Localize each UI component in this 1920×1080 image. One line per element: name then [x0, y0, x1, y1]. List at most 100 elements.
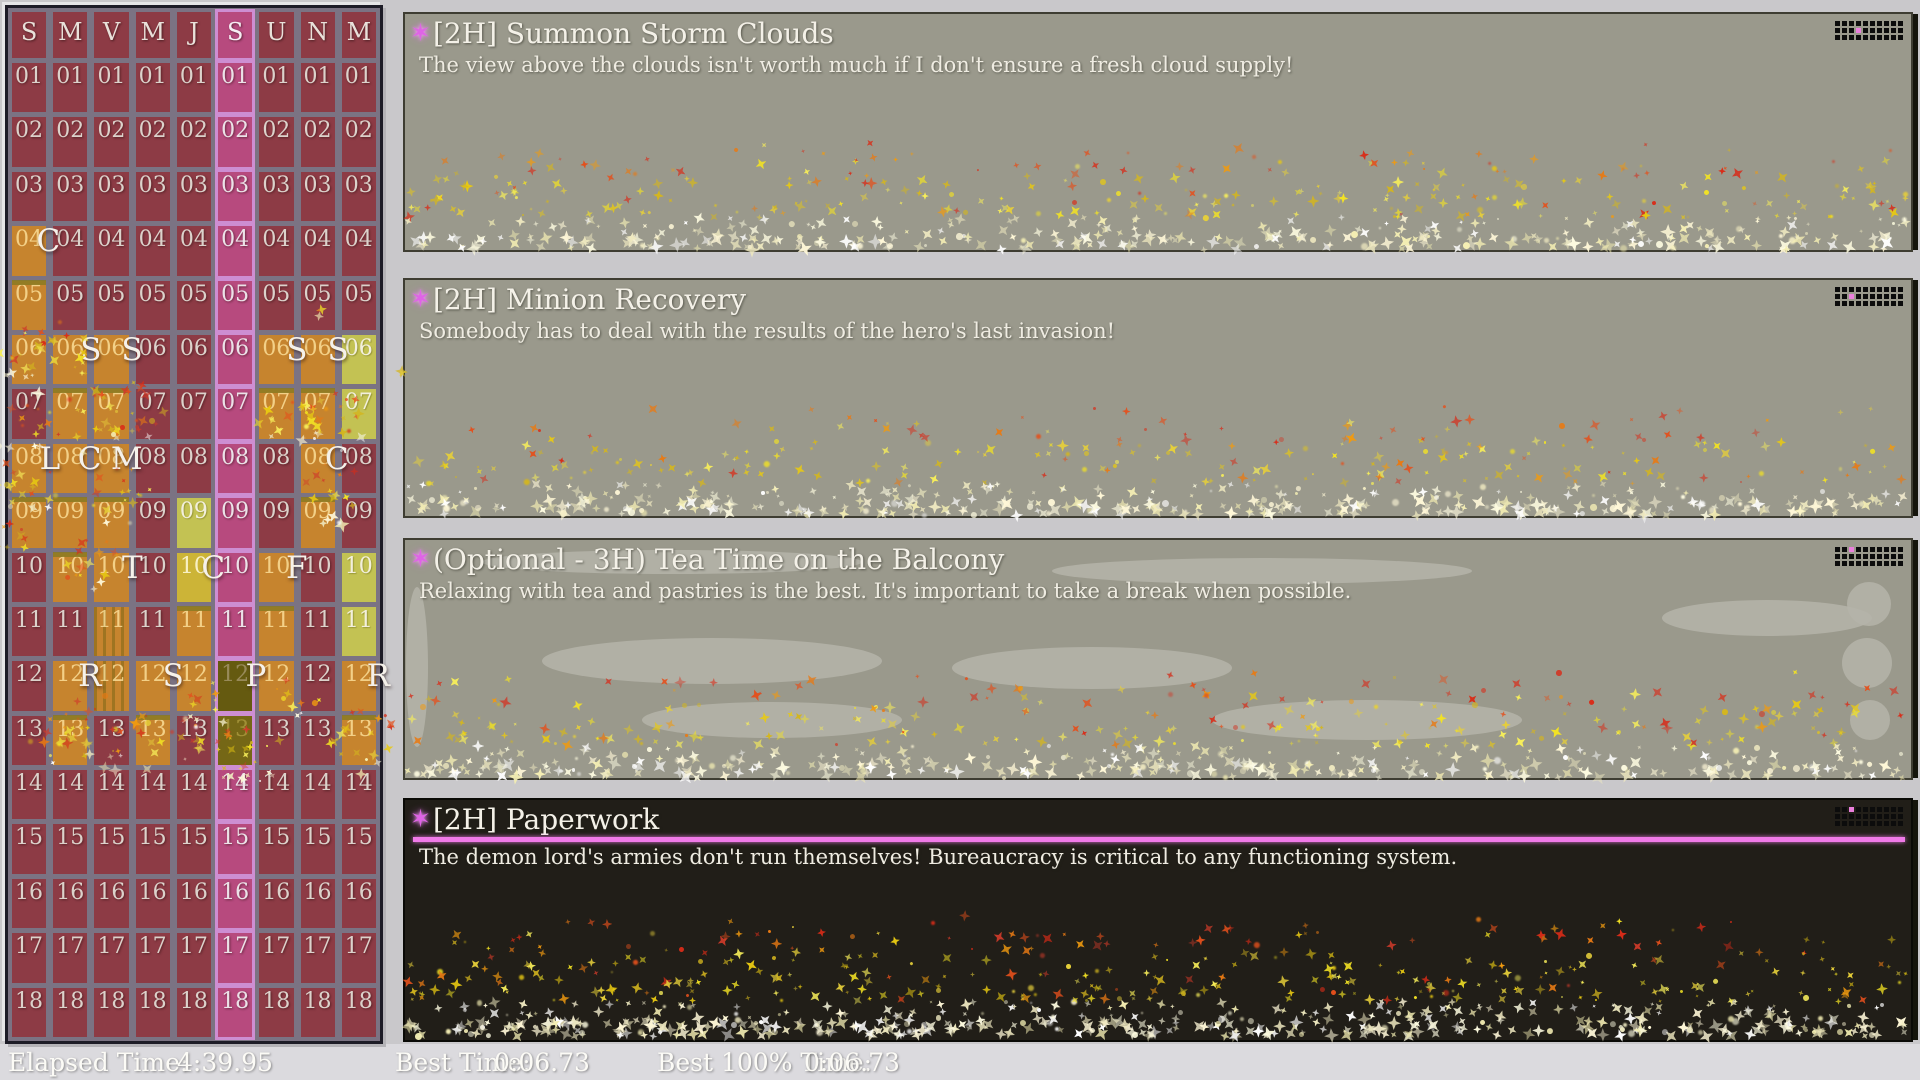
schedule-cell-c4-r06[interactable]: 06 [135, 334, 170, 385]
schedule-cell-c4-r01[interactable]: 01 [135, 63, 170, 113]
schedule-cell-c2-r05[interactable]: 05 [53, 280, 88, 330]
schedule-cell-c3-r01[interactable]: 01 [94, 63, 129, 113]
schedule-cell-c8-r03[interactable]: 03 [300, 171, 335, 222]
schedule-cell-c9-r05[interactable]: 05 [341, 280, 376, 330]
schedule-cell-c3-r12[interactable]: 12 [94, 661, 129, 711]
schedule-cell-c7-r10[interactable]: 10 F [259, 550, 308, 602]
schedule-cell-c9-r11[interactable]: 11 [341, 606, 376, 657]
schedule-cell-c6-r04[interactable]: 04 [218, 226, 253, 276]
schedule-cell-c7-r15[interactable]: 15 [259, 824, 294, 874]
schedule-cell-c1-r12[interactable]: 12 [12, 661, 47, 711]
schedule-cell-c6-r01[interactable]: 01 [218, 63, 253, 113]
schedule-cell-c4-r05[interactable]: 05 [135, 280, 170, 330]
schedule-cell-c4-r15[interactable]: 15 [135, 824, 170, 874]
schedule-cell-c7-r11[interactable]: 11 [259, 605, 294, 657]
schedule-cell-c2-r18[interactable]: 18 [53, 987, 88, 1038]
task-card-tea-time[interactable]: ✶ (Optional - 3H) Tea Time on the Balcon… [403, 538, 1913, 780]
schedule-cell-c5-r03[interactable]: 03 [176, 171, 212, 222]
schedule-cell-c8-r07[interactable]: 07 [300, 388, 335, 439]
schedule-cell-c6-r07[interactable]: 07 [218, 389, 253, 439]
schedule-cell-c1-r02[interactable]: 02 [12, 117, 47, 167]
schedule-cell-c8-r06[interactable]: 06 S [300, 333, 349, 385]
schedule-cell-c7-r16[interactable]: 16 [259, 878, 294, 929]
schedule-cell-c1-r11[interactable]: 11 [12, 606, 47, 657]
schedule-cell-c1-r04[interactable]: 04 C [12, 224, 60, 276]
schedule-cell-c1-r05[interactable]: 05 [12, 279, 47, 330]
schedule-cell-c9-r03[interactable]: 03 [341, 171, 376, 222]
schedule-cell-c9-r14[interactable]: 14 [341, 770, 376, 820]
schedule-cell-c9-r01[interactable]: 01 [341, 63, 376, 113]
schedule-cell-c1-r08[interactable]: 08 L [12, 442, 60, 494]
schedule-cell-c8-r10[interactable]: 10 [300, 552, 335, 602]
schedule-cell-c2-r09[interactable]: 09 [53, 497, 88, 548]
schedule-cell-c8-r09[interactable]: 09 [300, 497, 335, 548]
schedule-cell-c9-r13[interactable]: 13 [341, 714, 376, 766]
schedule-cell-c5-r02[interactable]: 02 [176, 117, 212, 167]
schedule-cell-c2-r06[interactable]: 06 S [53, 333, 101, 385]
schedule-cell-c7-r13[interactable]: 13 [259, 715, 294, 766]
schedule-cell-c4-r09[interactable]: 09 [135, 498, 170, 548]
schedule-cell-c8-r02[interactable]: 02 [300, 117, 335, 167]
schedule-cell-c9-r17[interactable]: 17 [341, 933, 376, 983]
schedule-cell-c4-r13[interactable]: 13 [135, 714, 170, 766]
schedule-cell-c2-r01[interactable]: 01 [53, 63, 88, 113]
schedule-cell-c9-r16[interactable]: 16 [341, 878, 376, 929]
schedule-cell-c2-r07[interactable]: 07 [53, 388, 88, 439]
schedule-cell-c2-r10[interactable]: 10 [53, 551, 88, 602]
schedule-cell-c5-r05[interactable]: 05 [176, 280, 212, 330]
schedule-cell-c8-r15[interactable]: 15 [300, 824, 335, 874]
schedule-cell-c7-r14[interactable]: 14 [259, 770, 294, 820]
schedule-cell-c5-r14[interactable]: 14 [176, 770, 212, 820]
schedule-cell-c4-r07[interactable]: 07 [135, 389, 170, 439]
schedule-cell-c6-r08[interactable]: 08 [218, 443, 253, 494]
schedule-cell-c4-r08[interactable]: 08 [135, 443, 170, 494]
schedule-cell-c9-r08[interactable]: 08 [341, 443, 376, 494]
schedule-cell-c9-r06[interactable]: 06 [341, 334, 376, 385]
schedule-cell-c5-r12[interactable]: 12 [176, 661, 212, 711]
schedule-cell-c8-r13[interactable]: 13 [300, 715, 335, 766]
schedule-cell-c4-r17[interactable]: 17 [135, 933, 170, 983]
schedule-cell-c1-r13[interactable]: 13 [12, 715, 47, 766]
schedule-cell-c9-r10[interactable]: 10 [341, 552, 376, 602]
task-card-paperwork[interactable]: ✶ [2H] Paperwork The demon lord's armies… [403, 798, 1913, 1042]
schedule-cell-c1-r15[interactable]: 15 [12, 824, 47, 874]
schedule-cell-c6-r10[interactable]: 10 [218, 552, 253, 602]
schedule-cell-c7-r05[interactable]: 05 [259, 280, 294, 330]
schedule-cell-c3-r09[interactable]: 09 [94, 497, 129, 548]
schedule-cell-c4-r10[interactable]: 10 [135, 552, 170, 602]
schedule-cell-c8-r17[interactable]: 17 [300, 933, 335, 983]
schedule-cell-c2-r04[interactable]: 04 [53, 226, 88, 276]
schedule-cell-c3-r08[interactable]: 08 M [94, 442, 143, 494]
schedule-cell-c1-r17[interactable]: 17 [12, 933, 47, 983]
schedule-cell-c8-r08[interactable]: 08 C [300, 442, 349, 494]
schedule-cell-c4-r16[interactable]: 16 [135, 878, 170, 929]
schedule-cell-c9-r04[interactable]: 04 [341, 226, 376, 276]
schedule-cell-c5-r16[interactable]: 16 [176, 878, 212, 929]
schedule-cell-c5-r08[interactable]: 08 [176, 443, 212, 494]
schedule-cell-c6-r12[interactable]: 12 P [218, 659, 266, 711]
schedule-cell-c3-r05[interactable]: 05 [94, 280, 129, 330]
schedule-cell-c4-r11[interactable]: 11 [135, 606, 170, 657]
schedule-cell-c2-r03[interactable]: 03 [53, 171, 88, 222]
schedule-cell-c1-r07[interactable]: 07 [12, 389, 47, 439]
schedule-cell-c4-r12[interactable]: 12 S [135, 659, 184, 711]
schedule-cell-c7-r04[interactable]: 04 [259, 226, 294, 276]
schedule-cell-c3-r16[interactable]: 16 [94, 878, 129, 929]
schedule-cell-c3-r11[interactable]: 11 [94, 606, 129, 657]
schedule-cell-c2-r13[interactable]: 13 [53, 714, 88, 766]
schedule-cell-c1-r16[interactable]: 16 [12, 878, 47, 929]
schedule-cell-c8-r16[interactable]: 16 [300, 878, 335, 929]
schedule-cell-c6-r16[interactable]: 16 [218, 878, 253, 929]
schedule-cell-c7-r03[interactable]: 03 [259, 171, 294, 222]
schedule-cell-c1-r09[interactable]: 09 [12, 497, 47, 548]
schedule-cell-c5-r17[interactable]: 17 [176, 933, 212, 983]
schedule-cell-c3-r13[interactable]: 13 [94, 715, 129, 766]
schedule-cell-c8-r14[interactable]: 14 [300, 770, 335, 820]
schedule-cell-c3-r14[interactable]: 14 [94, 770, 129, 820]
schedule-cell-c6-r02[interactable]: 02 [218, 117, 253, 167]
schedule-cell-c1-r03[interactable]: 03 [12, 171, 47, 222]
schedule-cell-c5-r07[interactable]: 07 [176, 389, 212, 439]
schedule-cell-c8-r05[interactable]: 05 [300, 280, 335, 330]
schedule-cell-c8-r12[interactable]: 12 [300, 661, 335, 711]
schedule-cell-c2-r11[interactable]: 11 [53, 606, 88, 657]
